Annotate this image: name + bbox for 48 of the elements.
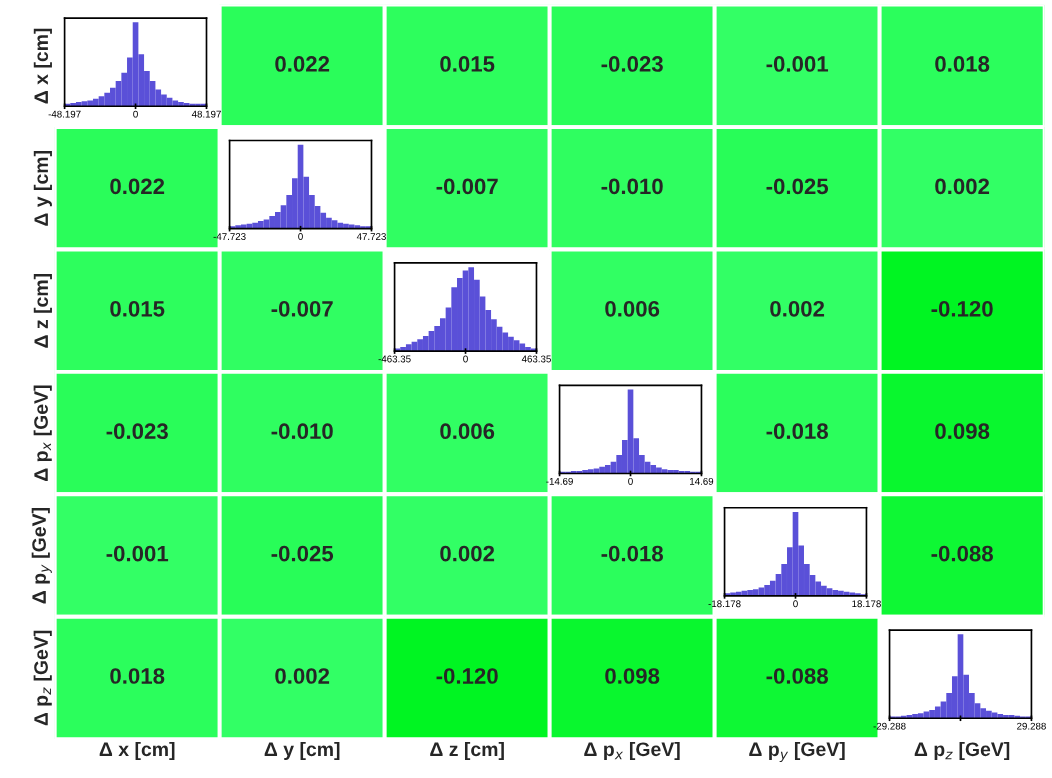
data-label: -0.007: [271, 300, 333, 317]
data-label: 0.002: [275, 668, 330, 684]
data-label: 0.018: [935, 56, 990, 72]
x-tick-label: 47.723: [356, 233, 386, 240]
x-tick-label: 0: [133, 110, 138, 118]
data-label: 0.006: [440, 423, 495, 440]
data-label: -0.088: [766, 668, 828, 684]
data-label: 0.018: [110, 668, 165, 684]
x-tick-label: Δ x [cm]: [99, 741, 175, 760]
x-tick-label: 48.197: [191, 110, 221, 118]
x-tick-label: 0: [298, 233, 303, 240]
data-label: 0.022: [275, 56, 330, 72]
x-tick-label: 463.35: [521, 355, 551, 363]
x-tick-label: Δ p$_{y}$ [GeV]: [749, 741, 845, 762]
data-label: 0.006: [605, 300, 660, 317]
data-label: 0.002: [935, 178, 990, 195]
data-label: -0.001: [106, 545, 169, 562]
x-tick-label: 0: [628, 477, 633, 485]
data-label: 0.022: [110, 178, 165, 195]
x-tick-label: 18.178: [852, 600, 881, 608]
data-label: -0.018: [601, 545, 663, 562]
data-label: -0.001: [766, 56, 829, 72]
x-tick-label: 29.288: [1017, 722, 1046, 730]
data-label: -0.023: [601, 56, 663, 72]
data-label: -0.025: [271, 545, 334, 562]
data-label: 0.002: [770, 300, 825, 317]
x-tick-label: -48.197: [48, 110, 81, 118]
x-tick-label: Δ p$_{x}$ [GeV]: [584, 741, 680, 760]
data-label: -0.120: [931, 300, 993, 317]
data-label: -0.120: [436, 668, 498, 684]
x-tick-label: 0: [793, 600, 798, 608]
data-label: -0.010: [271, 423, 333, 440]
data-label: 0.002: [440, 545, 495, 562]
data-label: 0.098: [605, 668, 660, 684]
data-label: 0.098: [935, 423, 990, 440]
data-label: -0.007: [436, 178, 498, 195]
data-label: -0.023: [106, 423, 168, 440]
data-label: 0.015: [440, 56, 495, 72]
x-tick-label: 14.69: [690, 477, 714, 485]
data-label: -0.025: [766, 178, 829, 195]
x-tick-label: Δ p$_{z}$ [GeV]: [914, 741, 1010, 760]
data-label: -0.010: [601, 178, 663, 195]
data-label: 0.015: [110, 300, 165, 317]
x-tick-label: 0: [463, 355, 468, 363]
x-tick-label: Δ z [cm]: [430, 741, 504, 760]
data-label: -0.018: [766, 423, 828, 440]
data-label: -0.088: [931, 545, 993, 562]
x-tick-label: Δ y [cm]: [264, 741, 340, 760]
